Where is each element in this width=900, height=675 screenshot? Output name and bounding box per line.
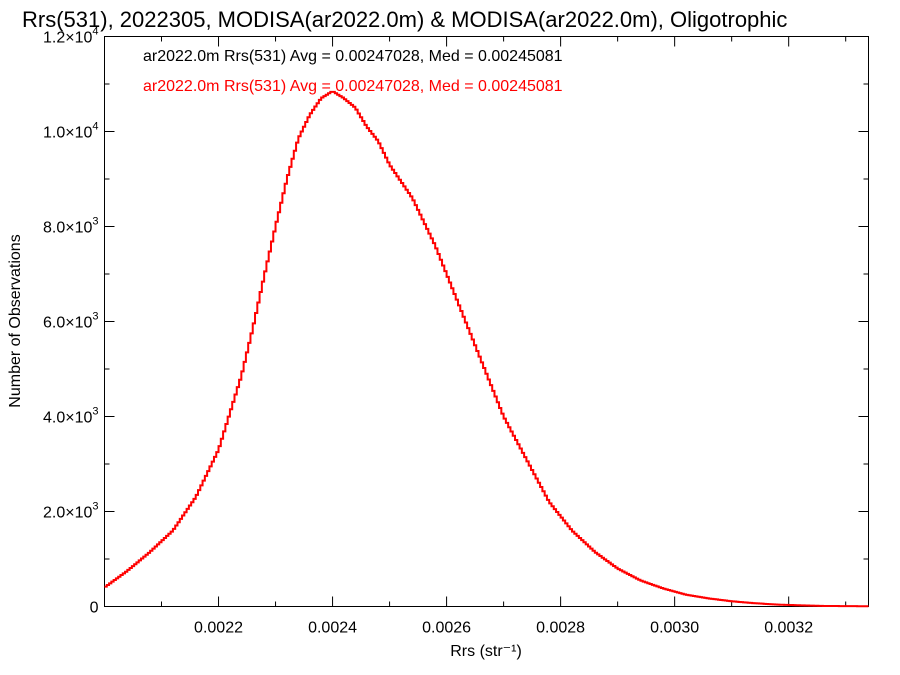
y-tick-exponent: 3 <box>92 501 98 513</box>
x-tick-label: 0.0032 <box>764 620 813 637</box>
y-tick-mantissa: 6.0×10 <box>43 315 92 332</box>
x-axis-label: Rrs (str⁻¹) <box>450 643 522 660</box>
legend-entry-1: ar2022.0m Rrs(531) Avg = 0.00247028, Med… <box>143 48 563 65</box>
y-tick-mantissa: 8.0×10 <box>43 220 92 237</box>
x-tick-label: 0.0030 <box>650 620 699 637</box>
y-tick-mantissa: 1.2×10 <box>43 30 92 47</box>
y-tick-label: 1.0×104 <box>43 121 99 142</box>
x-tick-label: 0.0028 <box>536 620 585 637</box>
y-tick-exponent: 3 <box>92 311 98 323</box>
y-tick-exponent: 3 <box>92 216 98 228</box>
y-tick-exponent: 3 <box>92 406 98 418</box>
x-tick-label: 0.0026 <box>422 620 471 637</box>
x-tick-label: 0.0022 <box>194 620 243 637</box>
y-tick-mantissa: 4.0×10 <box>43 410 92 427</box>
y-axis-label: Number of Observations <box>7 234 24 407</box>
y-tick-exponent: 4 <box>92 26 98 38</box>
y-tick-label: 6.0×103 <box>43 311 99 332</box>
y-axis: 02.0×1034.0×1036.0×1038.0×1031.0×1041.2×… <box>43 26 869 617</box>
legend-entry-2: ar2022.0m Rrs(531) Avg = 0.00247028, Med… <box>143 78 563 95</box>
y-tick-mantissa: 0 <box>90 600 99 617</box>
x-axis-label-text: Rrs (str⁻¹) <box>450 643 522 660</box>
x-tick-label: 0.0024 <box>308 620 357 637</box>
histogram-series-line <box>104 90 869 608</box>
y-tick-label: 8.0×103 <box>43 216 99 237</box>
series-layer <box>104 90 869 608</box>
y-tick-label: 4.0×103 <box>43 406 99 427</box>
plot-frame <box>104 36 869 607</box>
chart-title: Rrs(531), 2022305, MODISA(ar2022.0m) & M… <box>22 7 787 32</box>
y-tick-label: 1.2×104 <box>43 26 99 47</box>
x-axis: 0.0022 0.0024 0.0026 0.0028 0.0030 0.0032 <box>161 36 847 637</box>
y-tick-mantissa: 2.0×10 <box>43 505 92 522</box>
y-tick-mantissa: 1.0×10 <box>43 125 92 142</box>
y-tick-label: 0 <box>90 600 99 617</box>
y-tick-exponent: 4 <box>92 121 98 133</box>
y-tick-label: 2.0×103 <box>43 501 99 522</box>
